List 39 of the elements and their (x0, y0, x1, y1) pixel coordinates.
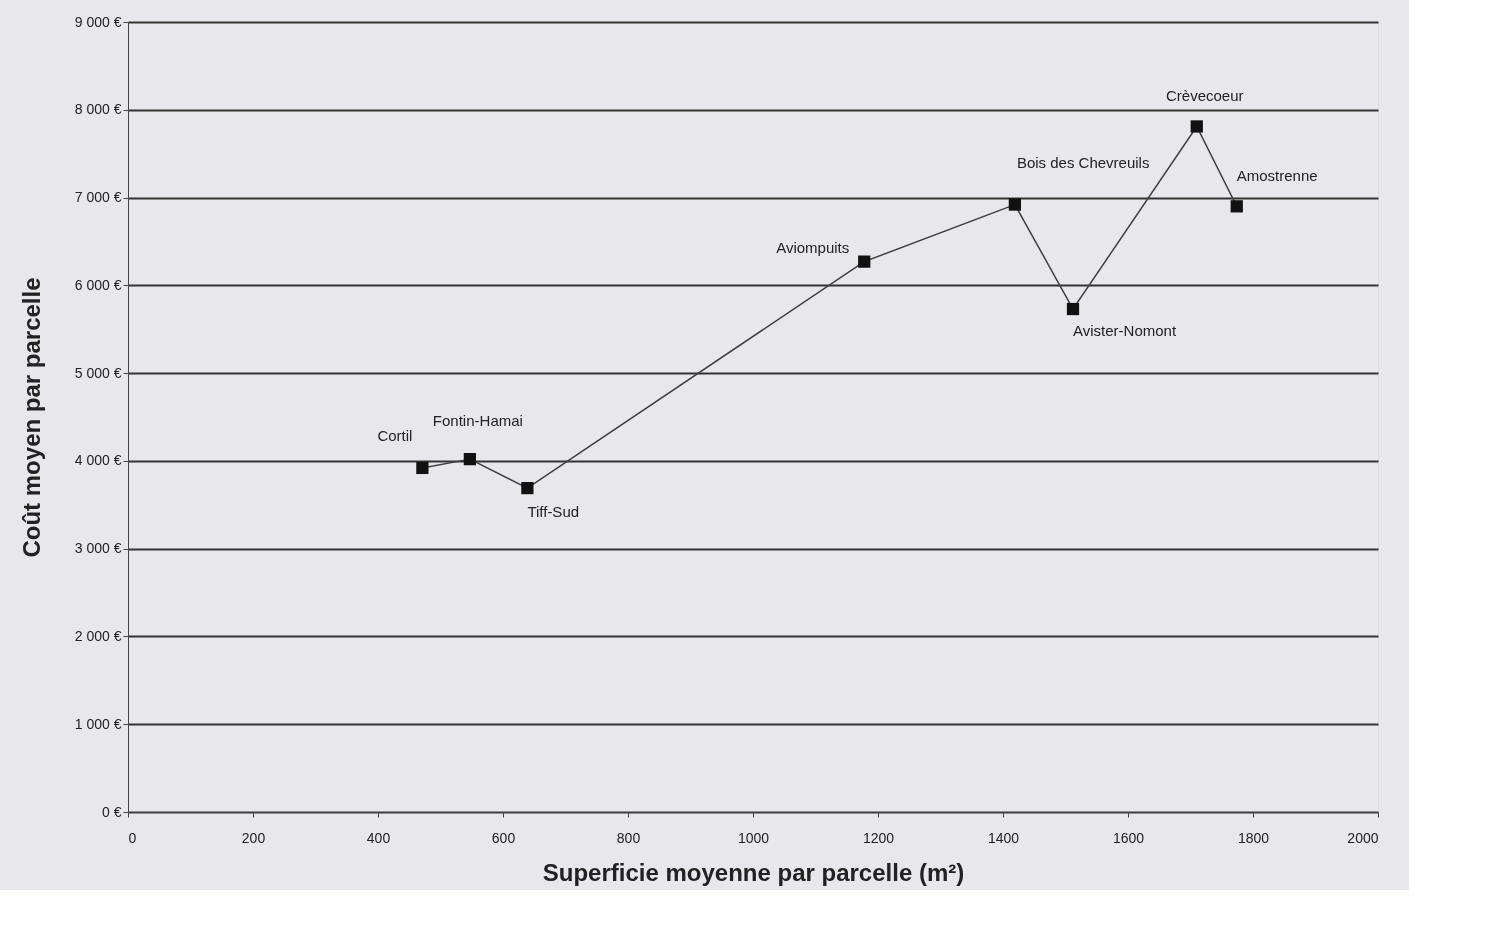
x-axis-title: Superficie moyenne par parcelle (m²) (542, 858, 965, 886)
y-tick-label: 7 000 € (74, 189, 122, 206)
annotation: Amostrenne (1236, 167, 1318, 185)
x-tick-label: 1600 (1112, 829, 1145, 846)
y-tick-label: 0 € (102, 803, 122, 820)
point (463, 453, 476, 466)
y-tick-label: 8 000 € (74, 101, 122, 118)
point (858, 255, 871, 268)
annotation: Crèvecoeur (1165, 87, 1244, 105)
annotation: Fontin-Hamai (432, 412, 523, 430)
annotation: Tiff-Sud (527, 503, 580, 521)
x-tick-label: 200 (241, 829, 266, 846)
y-tick-label: 5 000 € (74, 364, 122, 381)
point (1008, 198, 1021, 211)
annotation: Avister-Nomont (1073, 322, 1177, 340)
x-tick-label: 400 (366, 829, 391, 846)
y-tick-label: 3 000 € (74, 540, 122, 557)
annotation: Aviompuits (776, 238, 850, 256)
x-tick-label: 2000 (1347, 829, 1379, 846)
x-tick-label: 1000 (737, 829, 770, 846)
y-tick-label: 2 000 € (74, 627, 122, 644)
x-tick-label: 1200 (862, 829, 895, 846)
y-tick-label: 1 000 € (74, 715, 122, 732)
y-tick-label: 4 000 € (74, 452, 122, 469)
x-tick-label: 0 (128, 829, 137, 846)
point (521, 481, 534, 495)
y-tick-label: 9 000 € (74, 13, 122, 30)
y-tick-label: 6 000 € (74, 276, 122, 293)
x-tick-label: 600 (491, 829, 516, 846)
x-tick-label: 800 (616, 829, 641, 846)
x-tick-label: 1400 (987, 829, 1020, 846)
y-axis-title: Coût moyen par parcelle (17, 277, 45, 558)
x-tick-label: 1800 (1237, 829, 1270, 846)
point (1190, 120, 1203, 133)
point (1066, 302, 1080, 316)
point (1230, 200, 1243, 213)
annotation: Cortil (377, 426, 413, 444)
annotation: Bois des Chevreuils (1016, 153, 1150, 171)
point (416, 461, 429, 475)
